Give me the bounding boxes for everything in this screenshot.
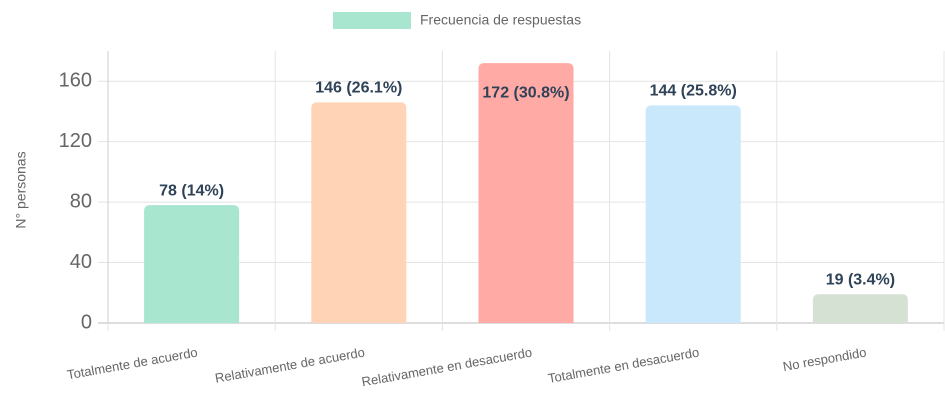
y-tick-label: 40 — [70, 251, 92, 273]
data-label: 19 (3.4%) — [826, 272, 895, 289]
y-tick-label: 120 — [59, 130, 92, 152]
legend-label: Frecuencia de respuestas — [420, 12, 581, 28]
data-label: 144 (25.8%) — [650, 83, 737, 100]
legend-swatch — [333, 12, 411, 29]
y-tick-label: 80 — [70, 190, 92, 212]
bar — [645, 105, 741, 324]
x-tick-label: Relativamente de acuerdo — [214, 345, 366, 386]
data-label: 172 (30.8%) — [482, 84, 569, 101]
x-tick-label: No respondido — [782, 345, 868, 374]
bar — [144, 205, 240, 323]
data-label: 146 (26.1%) — [315, 80, 402, 97]
bar — [812, 294, 908, 323]
y-axis-label: N° personas — [13, 151, 29, 228]
x-tick-label: Relativamente en desacuerdo — [360, 345, 533, 390]
bar — [478, 63, 574, 323]
data-label: 78 (14%) — [159, 182, 224, 199]
y-tick-label: 0 — [81, 311, 92, 333]
y-tick-label: 160 — [59, 70, 92, 92]
x-tick-label: Totalmente de acuerdo — [66, 345, 199, 383]
bar — [311, 102, 407, 323]
x-tick-label: Totalmente en desacuerdo — [547, 345, 700, 386]
